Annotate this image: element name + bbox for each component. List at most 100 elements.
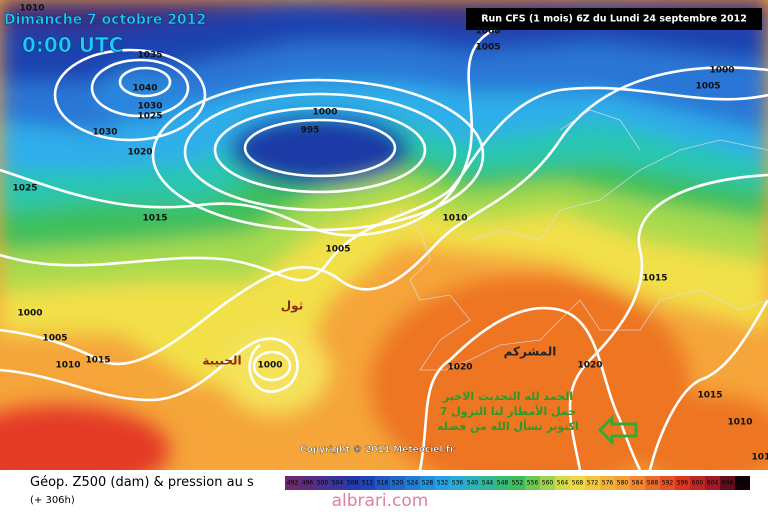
annotation: حمل الأمطار لنا النزول 7	[440, 404, 576, 418]
coastlines	[399, 109, 768, 371]
legend-label: 612	[737, 480, 749, 487]
legend-label: 588	[647, 480, 659, 487]
legend-label: 592	[662, 480, 674, 487]
legend-label: 556	[527, 480, 539, 487]
legend-swatch	[555, 476, 570, 490]
legend-swatch	[405, 476, 420, 490]
legend-label: 528	[422, 480, 434, 487]
legend-label: 600	[692, 480, 704, 487]
isobar-label: 1010	[442, 214, 467, 224]
isobar-label: 1000	[17, 309, 42, 319]
legend-swatch	[630, 476, 645, 490]
legend-label: 548	[497, 480, 509, 487]
isobar-label: 1025	[137, 112, 162, 122]
caption: Géop. Z500 (dam) & pression au s	[30, 475, 254, 490]
isobar-label: 1010	[19, 4, 44, 14]
isobar-label: 1000	[257, 361, 282, 371]
watermark: albrari.com	[332, 491, 429, 511]
legend-swatch	[645, 476, 660, 490]
legend-label: 516	[377, 480, 389, 487]
isobar-label: 1010	[751, 453, 768, 463]
legend-label: 576	[602, 480, 614, 487]
legend-swatch	[720, 476, 735, 490]
isobar-label: 1005	[475, 43, 500, 53]
legend-swatch	[420, 476, 435, 490]
isobar-label: 1010	[727, 418, 752, 428]
isobar-label: 1005	[325, 245, 350, 255]
isobar-label: 1015	[642, 274, 667, 284]
legend-label: 492	[287, 480, 299, 487]
legend-swatch	[660, 476, 675, 490]
legend-label: 584	[632, 480, 644, 487]
isobar-label: 1000	[312, 108, 337, 118]
legend-swatch	[585, 476, 600, 490]
date: Dimanche 7 octobre 2012	[4, 12, 206, 28]
legend-label: 520	[392, 480, 404, 487]
legend-swatch	[705, 476, 720, 490]
isobar-label: 995	[301, 126, 320, 136]
isobar-label: 1015	[697, 391, 722, 401]
copyright: Copyright © 2011 Meteociel.fr	[300, 445, 455, 455]
arrow	[597, 414, 638, 446]
legend-swatch	[345, 476, 360, 490]
isobar-label: 1005	[42, 334, 67, 344]
legend-swatch	[300, 476, 315, 490]
legend-label: 524	[407, 480, 419, 487]
legend-swatch	[600, 476, 615, 490]
legend-swatch	[390, 476, 405, 490]
legend-swatch	[435, 476, 450, 490]
isobar-label: 1040	[132, 84, 157, 94]
legend-label: 536	[452, 480, 464, 487]
legend-swatch	[285, 476, 300, 490]
legend-swatch	[570, 476, 585, 490]
legend-label: 496	[302, 480, 314, 487]
legend-swatch	[360, 476, 375, 490]
legend-swatch	[450, 476, 465, 490]
isobar-label: 1015	[142, 214, 167, 224]
isobar-label: 1030	[92, 128, 117, 138]
legend-swatch	[375, 476, 390, 490]
legend-label: 504	[332, 480, 344, 487]
legend-label: 604	[707, 480, 719, 487]
legend-label: 580	[617, 480, 629, 487]
isobar-label: 1030	[137, 102, 162, 112]
annotation: اكتوبر نسأل الله من فضله	[437, 419, 579, 433]
legend-swatch	[525, 476, 540, 490]
field	[0, 0, 768, 470]
legend-label: 572	[587, 480, 599, 487]
isobar-label: 1020	[127, 148, 152, 158]
legend-label: 596	[677, 480, 689, 487]
isobars	[0, 18, 768, 470]
isobar-label: 1015	[85, 356, 110, 366]
isobar-label: 1000	[475, 27, 500, 37]
legend-swatch	[315, 476, 330, 490]
place-label: المشركم	[504, 345, 557, 359]
run-box	[466, 8, 762, 30]
isobar-label: 1005	[695, 82, 720, 92]
legend-swatch	[480, 476, 495, 490]
isobar-label: 1025	[12, 184, 37, 194]
legend-label: 500	[317, 480, 329, 487]
legend-label: 608	[722, 480, 734, 487]
legend-swatch	[540, 476, 555, 490]
legend-label: 544	[482, 480, 494, 487]
legend-swatch	[465, 476, 480, 490]
legend-swatch	[330, 476, 345, 490]
lead-time: (+ 306h)	[30, 495, 75, 506]
legend-label: 564	[557, 480, 569, 487]
time: 0:00 UTC	[22, 33, 123, 57]
legend-label: 508	[347, 480, 359, 487]
legend-label: 568	[572, 480, 584, 487]
isobar-label: 1010	[55, 361, 80, 371]
legend-swatch	[675, 476, 690, 490]
labels: 1010103510401030102510301020102510151005…	[12, 4, 768, 490]
legend-label: 552	[512, 480, 524, 487]
legend-swatch	[735, 476, 750, 490]
isobar-label: 1000	[709, 66, 734, 76]
legend-swatch	[495, 476, 510, 490]
place-label: ثول	[281, 299, 303, 314]
legend-label: 560	[542, 480, 554, 487]
legend-swatch	[510, 476, 525, 490]
legend-swatch	[690, 476, 705, 490]
